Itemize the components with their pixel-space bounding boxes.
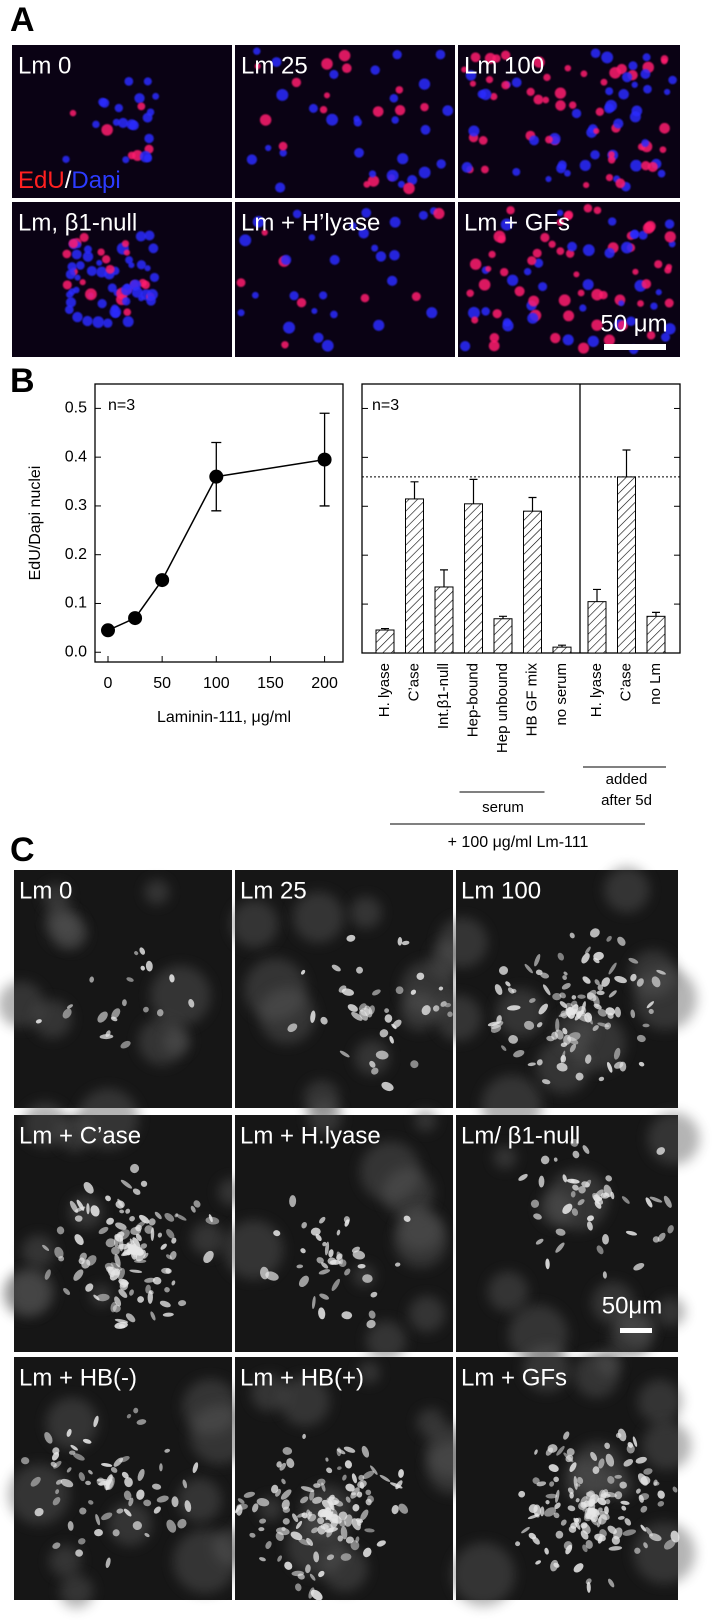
tile-label: Lm + HB(-) <box>19 1364 137 1391</box>
scale-bar-label: 50 μm <box>600 310 667 337</box>
scale-bar <box>604 344 666 350</box>
bar <box>375 629 395 654</box>
x-tick-label: 0 <box>104 675 113 692</box>
y-axis-label: EdU/Dapi nuclei <box>27 466 44 581</box>
image-tile: Lm 100 <box>458 45 680 198</box>
image-tile: Lm 100 <box>435 866 697 1136</box>
tile-label: Lm 25 <box>240 877 307 904</box>
panel-letter: B <box>10 362 35 400</box>
tile-label: Lm 0 <box>19 877 72 904</box>
tile-label: Lm 100 <box>464 52 544 79</box>
error-bar <box>593 588 601 602</box>
y-tick-label: 0.0 <box>65 643 87 660</box>
image-tile: Lm + GFs <box>458 202 680 357</box>
image-tile: Lm 0 <box>0 870 232 1108</box>
x-tick-label: Hep-bound <box>464 663 481 737</box>
x-tick-label: Hep unbound <box>494 663 511 753</box>
marker <box>100 623 115 638</box>
bracket-label: added <box>606 771 648 788</box>
x-tick-label: 50 <box>153 675 171 692</box>
error-bar <box>528 496 537 512</box>
bracket-label: serum <box>482 799 524 816</box>
x-tick-label: 100 <box>203 675 230 692</box>
marker <box>209 469 224 484</box>
image-tile: Lm 0 <box>12 45 232 198</box>
bar <box>493 618 513 654</box>
x-axis-label: Laminin-111, μg/ml <box>157 709 291 726</box>
tile-label: Lm 100 <box>461 877 541 904</box>
scale-bar <box>620 1328 652 1333</box>
error-bar <box>558 644 566 648</box>
tile-label: Lm 0 <box>18 52 71 79</box>
plot-frame <box>361 383 681 654</box>
y-tick-label: 0.5 <box>65 400 87 417</box>
stain-part: EdU <box>18 167 65 194</box>
x-tick-label: HB GF mix <box>523 663 540 737</box>
tile-label: Lm + GFs <box>464 209 570 236</box>
bracket-label: after 5d <box>601 792 652 809</box>
bar <box>552 646 572 654</box>
y-tick-label: 0.2 <box>65 546 87 563</box>
y-tick-label: 0.4 <box>65 448 87 465</box>
error-bar <box>410 481 419 499</box>
bar <box>617 476 636 654</box>
tile-label: Lm + H.lyase <box>240 1122 381 1149</box>
tile-label: Lm 25 <box>241 52 308 79</box>
x-tick-label: no Lm <box>647 663 664 705</box>
image-tile: Lm, β1-null <box>12 202 232 357</box>
bar <box>434 586 454 654</box>
x-tick-label: 150 <box>257 675 284 692</box>
bar <box>646 615 666 654</box>
image-tile: Lm + C’ase <box>2 1088 246 1352</box>
tile-label: Lm, β1-null <box>18 209 137 236</box>
image-tile: Lm + HB(+) <box>234 1357 480 1601</box>
x-tick-label: H. lyase <box>588 663 605 717</box>
bracket-label: + 100 μg/ml Lm-111 <box>448 834 589 851</box>
image-tile: Lm 25 <box>235 45 455 198</box>
panel-letter: C <box>10 831 35 869</box>
image-tile: Lm + GFs <box>451 1345 696 1607</box>
error-bar <box>622 449 631 477</box>
tile-label: Lm + HB(+) <box>240 1364 364 1391</box>
image-tile: Lm 25 <box>230 870 467 1117</box>
error-bar <box>469 478 478 504</box>
bar <box>405 498 424 654</box>
marker <box>128 611 143 626</box>
error-bar <box>652 611 660 617</box>
x-tick-label: C’ase <box>617 663 634 701</box>
bar <box>523 510 542 654</box>
annotation: n=3 <box>108 397 135 414</box>
stain-part: Dapi <box>71 167 120 194</box>
image-tile: Lm/ β1-null <box>456 1112 700 1365</box>
scale-bar-label: 50μm <box>602 1292 663 1319</box>
image-tile: Lm + H’lyase <box>235 202 455 357</box>
bar <box>587 601 607 654</box>
bar <box>464 503 483 654</box>
panel-letter: A <box>10 1 35 39</box>
error-bar <box>440 569 448 587</box>
y-tick-label: 0.3 <box>65 497 87 514</box>
stain-part: / <box>65 167 72 194</box>
marker <box>155 573 170 588</box>
plot-frame <box>94 383 344 663</box>
x-tick-label: no serum <box>553 663 570 726</box>
stain-label: EdU/Dapi <box>18 167 121 194</box>
tile-label: Lm + GFs <box>461 1364 567 1391</box>
marker <box>317 452 332 467</box>
x-tick-label: 200 <box>311 675 338 692</box>
tile-label: Lm + H’lyase <box>241 209 380 236</box>
error-bar <box>499 615 507 619</box>
tile-label: Lm + C’ase <box>19 1122 141 1149</box>
x-tick-label: H. lyase <box>376 663 393 717</box>
x-tick-label: C’ase <box>405 663 422 701</box>
annotation: n=3 <box>372 397 399 414</box>
y-tick-label: 0.1 <box>65 595 87 612</box>
image-tile: Lm + H.lyase <box>223 1100 453 1361</box>
x-tick-label: Int.β1-null <box>435 663 452 729</box>
image-tile: Lm + HB(-) <box>8 1357 251 1608</box>
error-bar <box>381 627 389 631</box>
tile-label: Lm/ β1-null <box>461 1122 580 1149</box>
